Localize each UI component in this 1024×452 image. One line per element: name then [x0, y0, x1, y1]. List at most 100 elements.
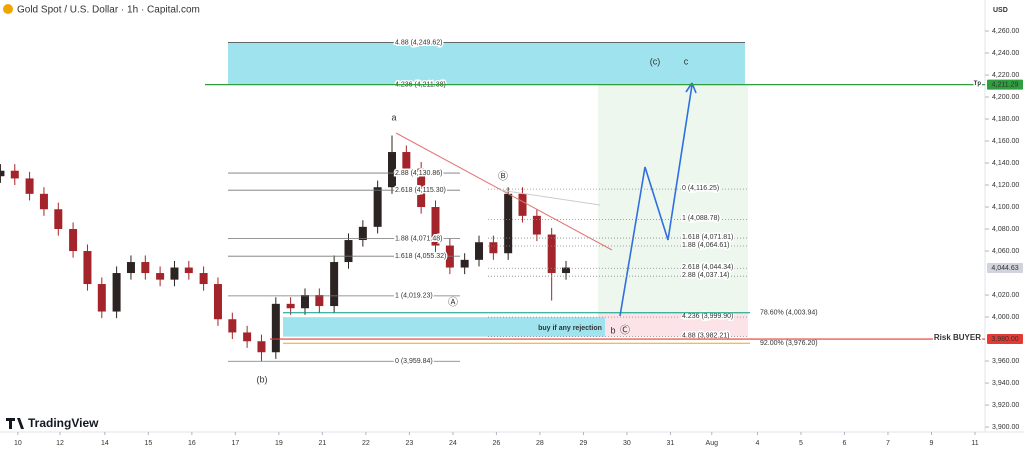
y-tick-label: 3,920.00	[992, 402, 1019, 409]
candle-body	[504, 193, 513, 254]
candle-body	[315, 295, 324, 307]
x-tick-label: 9	[930, 440, 934, 447]
x-tick-label: 11	[971, 440, 978, 447]
candle-body	[141, 262, 150, 274]
candle-body	[387, 152, 396, 188]
last-price-label: 4,044.63	[991, 265, 1018, 272]
x-tick-label: 19	[275, 440, 283, 447]
x-tick-label: 30	[623, 440, 631, 447]
candle-body	[228, 319, 237, 333]
y-tick-label: 4,260.00	[992, 28, 1019, 35]
last-price-tag	[987, 262, 1023, 273]
candles-layer	[0, 135, 571, 362]
price-tag-label: 4,211.29	[992, 81, 1019, 88]
candle-body	[489, 242, 498, 254]
candle-body	[83, 251, 92, 285]
wave-label: Ⓑ	[498, 171, 508, 183]
fib-label: 1 (4,019.23)	[395, 293, 433, 300]
line-label: Tp	[974, 81, 982, 87]
candle-body	[373, 187, 382, 227]
fib-label: 2.88 (4,037.14)	[682, 272, 729, 279]
y-tick-label: 4,100.00	[992, 204, 1019, 211]
candle-body	[475, 242, 484, 260]
candle-body	[54, 209, 63, 230]
candle-body	[286, 303, 295, 309]
line-label: Risk BUYER	[934, 333, 981, 342]
target-zone	[228, 42, 745, 85]
y-tick-label: 4,120.00	[992, 182, 1019, 189]
fib-label: 2.88 (4,130.86)	[395, 170, 442, 177]
wave-label: a	[391, 112, 396, 122]
y-tick-label: 3,960.00	[992, 358, 1019, 365]
candle-body	[213, 284, 222, 320]
candle-body	[170, 267, 179, 280]
candle-body	[402, 152, 411, 169]
y-tick-label: 4,160.00	[992, 138, 1019, 145]
x-tick-label: 6	[843, 440, 847, 447]
currency: USD	[993, 7, 1008, 14]
wave-label: (b)	[257, 374, 268, 384]
x-tick-label: 12	[56, 440, 64, 447]
x-tick-label: 16	[188, 440, 196, 447]
y-tick-label: 4,020.00	[992, 292, 1019, 299]
wave-label: Ⓐ	[448, 297, 458, 309]
y-tick-label: 4,000.00	[992, 314, 1019, 321]
x-tick-label: 28	[536, 440, 544, 447]
candle-body	[460, 259, 469, 268]
y-tick-label: 4,140.00	[992, 160, 1019, 167]
x-tick-label: 31	[667, 440, 675, 447]
candle-body	[184, 267, 193, 274]
x-tick-label: 17	[231, 440, 239, 447]
candle-body	[199, 273, 208, 285]
x-tick-label: 10	[14, 440, 22, 447]
profit-zone	[598, 84, 748, 313]
fib-label: 2.618 (4,115.30)	[395, 187, 446, 194]
candle-body	[0, 170, 5, 177]
x-tick-label: 26	[493, 440, 501, 447]
background-layer	[228, 42, 748, 337]
x-tick-label: 14	[101, 440, 109, 447]
candle-body	[562, 267, 571, 274]
symbol-title: Gold Spot / U.S. Dollar · 1h · Capital.c…	[17, 5, 200, 16]
wave-label: c	[684, 56, 689, 66]
x-tick-label: 5	[799, 440, 803, 447]
price-tag	[987, 79, 1023, 90]
y-tick-label: 4,060.00	[992, 248, 1019, 255]
price-tag	[987, 334, 1023, 345]
fib-label: 4.236 (3,999.90)	[682, 313, 733, 320]
buy-zone	[283, 317, 605, 337]
fib-label: 4.88 (4,249.62)	[395, 39, 442, 46]
candle-body	[126, 262, 135, 274]
retracement-label: 92.00% (3,976.20)	[760, 340, 818, 347]
x-tick-label: 15	[144, 440, 152, 447]
y-tick-label: 3,940.00	[992, 380, 1019, 387]
candle-body	[431, 207, 440, 246]
candle-body	[417, 168, 426, 208]
fib-label: 1.618 (4,055.32)	[395, 253, 446, 260]
projection-path	[619, 84, 693, 317]
fib-label: 1.88 (4,071.48)	[395, 235, 442, 242]
fib-label: 2.618 (4,044.34)	[682, 264, 733, 271]
y-tick-label: 4,220.00	[992, 72, 1019, 79]
wave-label: Ⓒ	[620, 325, 630, 337]
candle-body	[300, 295, 309, 309]
candle-body	[532, 215, 541, 235]
candle-body	[243, 332, 252, 342]
wave-label: (c)	[650, 56, 661, 66]
candle-body	[112, 273, 121, 312]
retracement-label: 78.60% (4,003.94)	[760, 310, 818, 317]
candle-body	[518, 193, 527, 216]
candle-body	[358, 226, 367, 241]
candle-body	[25, 178, 34, 194]
x-tick-label: 4	[756, 440, 760, 447]
candle-body	[257, 341, 266, 353]
brand: TradingView	[28, 416, 99, 430]
fib-label: 1.618 (4,071.81)	[682, 234, 733, 241]
fib-label: 4.88 (3,982.21)	[682, 332, 729, 339]
fib-label: 1.88 (4,064.61)	[682, 242, 729, 249]
candle-body	[271, 303, 280, 353]
zone-note: buy if any rejection	[538, 325, 602, 332]
fib-label: 1 (4,088.78)	[682, 215, 720, 222]
fib-label: 0 (4,116.25)	[682, 185, 719, 192]
